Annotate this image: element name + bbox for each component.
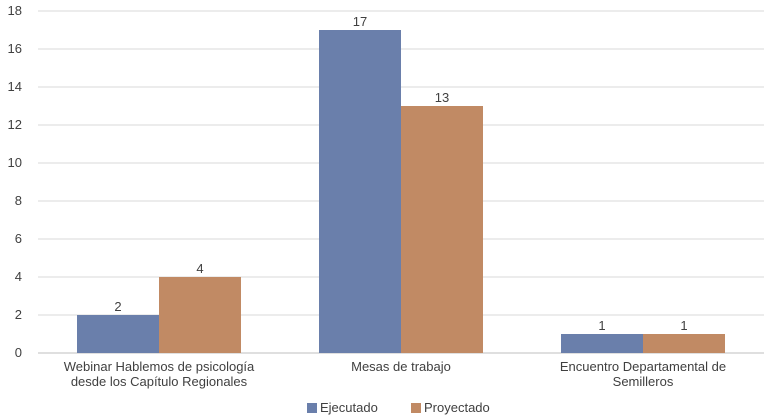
category-label: Semilleros [613, 374, 674, 389]
category-label: desde los Capítulo Regionales [71, 374, 248, 389]
legend-label-proyectado: Proyectado [424, 400, 490, 415]
data-label-ejecutado: 17 [353, 14, 367, 29]
data-label-proyectado: 4 [196, 261, 203, 276]
data-label-proyectado: 1 [680, 318, 687, 333]
bar-ejecutado [319, 30, 401, 353]
bars [77, 30, 725, 353]
y-tick-label: 8 [15, 193, 22, 208]
y-axis-tick-labels: 0 2 4 6 8 10 12 14 16 18 [8, 3, 22, 360]
legend: Ejecutado Proyectado [307, 400, 490, 415]
y-tick-label: 12 [8, 117, 22, 132]
legend-swatch-proyectado [411, 403, 421, 413]
y-tick-label: 18 [8, 3, 22, 18]
bar-ejecutado [77, 315, 159, 353]
data-labels: 2 4 17 13 1 1 [114, 14, 687, 333]
data-label-proyectado: 13 [435, 90, 449, 105]
y-tick-label: 10 [8, 155, 22, 170]
category-label: Webinar Hablemos de psicología [64, 359, 255, 374]
y-tick-label: 14 [8, 79, 22, 94]
legend-label-ejecutado: Ejecutado [320, 400, 378, 415]
bar-ejecutado [561, 334, 643, 353]
legend-swatch-ejecutado [307, 403, 317, 413]
bar-proyectado [643, 334, 725, 353]
bar-proyectado [401, 106, 483, 353]
y-tick-label: 16 [8, 41, 22, 56]
category-label: Encuentro Departamental de [560, 359, 726, 374]
bar-proyectado [159, 277, 241, 353]
category-label: Mesas de trabajo [351, 359, 451, 374]
data-label-ejecutado: 1 [598, 318, 605, 333]
data-label-ejecutado: 2 [114, 299, 121, 314]
y-tick-label: 2 [15, 307, 22, 322]
y-tick-label: 6 [15, 231, 22, 246]
y-tick-label: 0 [15, 345, 22, 360]
y-tick-label: 4 [15, 269, 22, 284]
